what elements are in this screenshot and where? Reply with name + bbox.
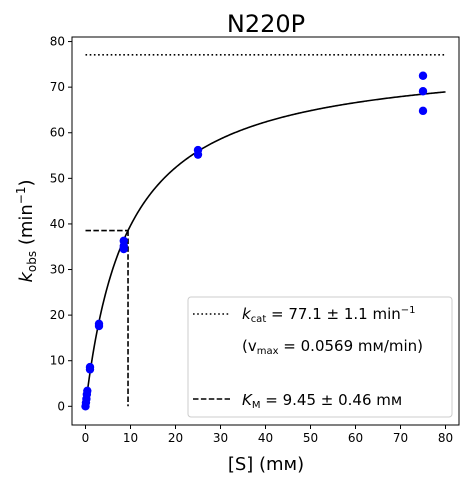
legend: kcat = 77.1 ± 1.1 min−1 (vmax = 0.0569 m…: [187, 296, 453, 418]
data-point: [83, 386, 92, 396]
legend-kcat-sup: −1: [401, 305, 416, 316]
y-tick-label: 10: [50, 354, 65, 368]
data-point: [193, 145, 203, 155]
y-tick-label: 0: [57, 399, 65, 413]
y-axis-label: kobs (min−1): [14, 179, 39, 282]
x-tick-label: 50: [303, 431, 318, 445]
plot-content: [81, 53, 446, 411]
x-tick-label: 10: [123, 431, 138, 445]
y-tick-label: 40: [50, 217, 65, 231]
legend-vmax-v: (v: [242, 337, 257, 355]
x-tick-label: 60: [348, 431, 363, 445]
legend-km-sub: M: [252, 400, 261, 411]
data-point: [418, 71, 428, 80]
legend-kcat-k: k: [242, 305, 252, 323]
data-point: [94, 319, 104, 328]
legend-vmax-label: (vmax = 0.0569 mᴍ/min): [242, 337, 423, 357]
legend-kcat-value: = 77.1 ± 1.1 min: [266, 305, 401, 323]
legend-vmax-sub: max: [257, 346, 279, 357]
legend-km-k: K: [242, 391, 253, 409]
x-tick-label: 40: [258, 431, 273, 445]
y-axis-label-sub: obs: [25, 251, 39, 272]
data-point: [418, 87, 428, 96]
y-axis-label-k: k: [16, 271, 37, 283]
data-point: [119, 236, 128, 246]
x-axis-label: [S] (mᴍ): [228, 454, 304, 475]
legend-box: [187, 296, 453, 418]
x-tick-label: 0: [82, 431, 90, 445]
data-point: [418, 106, 428, 116]
x-tick-label: 70: [393, 431, 408, 445]
x-axis-ticks: 0 10 20 30 40 50 60 70 80: [82, 425, 453, 445]
y-axis-ticks: 0 10 20 30 40 50 60 70 80: [50, 35, 72, 413]
y-tick-label: 30: [50, 263, 65, 277]
y-tick-label: 70: [50, 80, 65, 94]
fit-curve: [84, 91, 446, 407]
legend-km-value: = 9.45 ± 0.46 mᴍ: [260, 391, 402, 409]
legend-kcat-sub: cat: [251, 314, 267, 325]
chart-title: N220P: [227, 10, 305, 38]
y-tick-label: 60: [50, 126, 65, 140]
y-axis-label-close: ): [16, 179, 37, 186]
data-point: [85, 362, 95, 372]
legend-vmax-value: = 0.0569 mᴍ/min): [279, 337, 423, 355]
y-tick-label: 80: [50, 35, 65, 49]
x-tick-label: 80: [438, 431, 453, 445]
x-tick-label: 20: [168, 431, 183, 445]
legend-km-label: KM = 9.45 ± 0.46 mᴍ: [242, 391, 402, 411]
legend-kcat-label: kcat = 77.1 ± 1.1 min−1: [242, 305, 416, 325]
y-axis-label-unit: (min: [16, 204, 37, 251]
y-tick-label: 50: [50, 171, 65, 185]
x-tick-label: 30: [213, 431, 228, 445]
y-axis-label-sup: −1: [14, 186, 28, 204]
y-tick-label: 20: [50, 308, 65, 322]
